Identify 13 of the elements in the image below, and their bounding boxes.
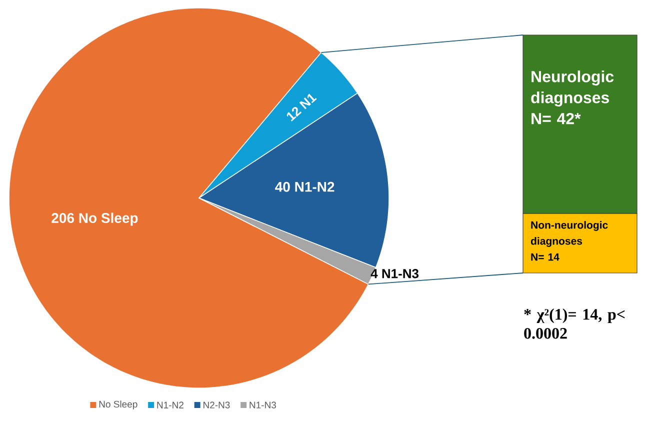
data-label: N= 42* — [532, 112, 581, 124]
series-label: Non-neurologic diagnoses — [530, 221, 608, 247]
legend-label: N1-N3 — [250, 402, 276, 408]
data-label: 4 N1-N3 — [370, 269, 419, 278]
data-label: N= 14 — [531, 253, 560, 261]
data-label: 206 No Sleep — [52, 212, 138, 226]
series-label: Neurologic diagnoses — [531, 70, 614, 106]
legend-label: N1-N2 — [157, 402, 184, 408]
legend-label: N2-N3 — [204, 402, 230, 408]
data-label: 12 N1 — [286, 94, 317, 122]
legend-label: No Sleep — [99, 400, 138, 410]
data-label: 40 N1-N2 — [275, 182, 334, 192]
text: * χ²(1)= 14, p< 0.0002 — [524, 308, 625, 339]
